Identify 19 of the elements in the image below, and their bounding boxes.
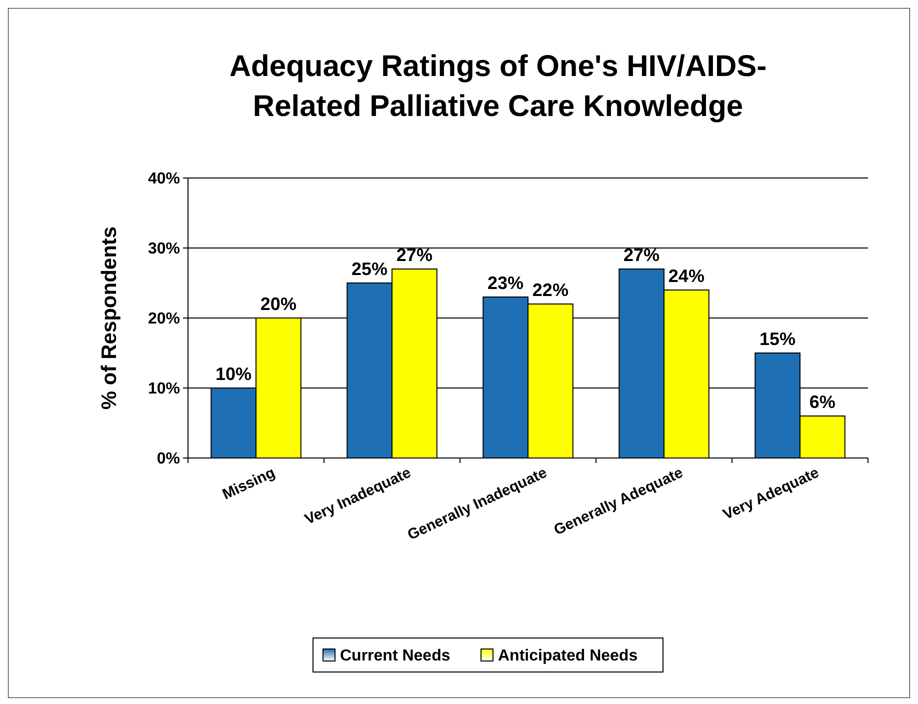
legend-label: Anticipated Needs xyxy=(498,648,638,665)
data-label: 27% xyxy=(624,245,660,265)
chart-title: Adequacy Ratings of One's HIV/AIDS-Related Palliative Care Knowledge xyxy=(229,50,767,123)
y-tick-label: 10% xyxy=(148,380,180,398)
y-tick-label: 0% xyxy=(156,450,180,468)
y-tick-label: 20% xyxy=(148,310,180,328)
y-tick-label: 30% xyxy=(148,240,180,258)
data-label: 22% xyxy=(532,280,568,300)
y-tick-label: 40% xyxy=(148,170,180,188)
data-label: 27% xyxy=(396,245,432,265)
data-label: 24% xyxy=(668,266,704,286)
data-label: 15% xyxy=(760,329,796,349)
data-label: 6% xyxy=(809,392,836,412)
data-label: 25% xyxy=(352,259,388,279)
data-label: 23% xyxy=(488,273,524,293)
legend-label: Current Needs xyxy=(340,648,450,665)
data-label: 20% xyxy=(260,294,296,314)
data-label: 10% xyxy=(216,364,252,384)
y-axis-title: % of Respondents xyxy=(98,226,121,410)
